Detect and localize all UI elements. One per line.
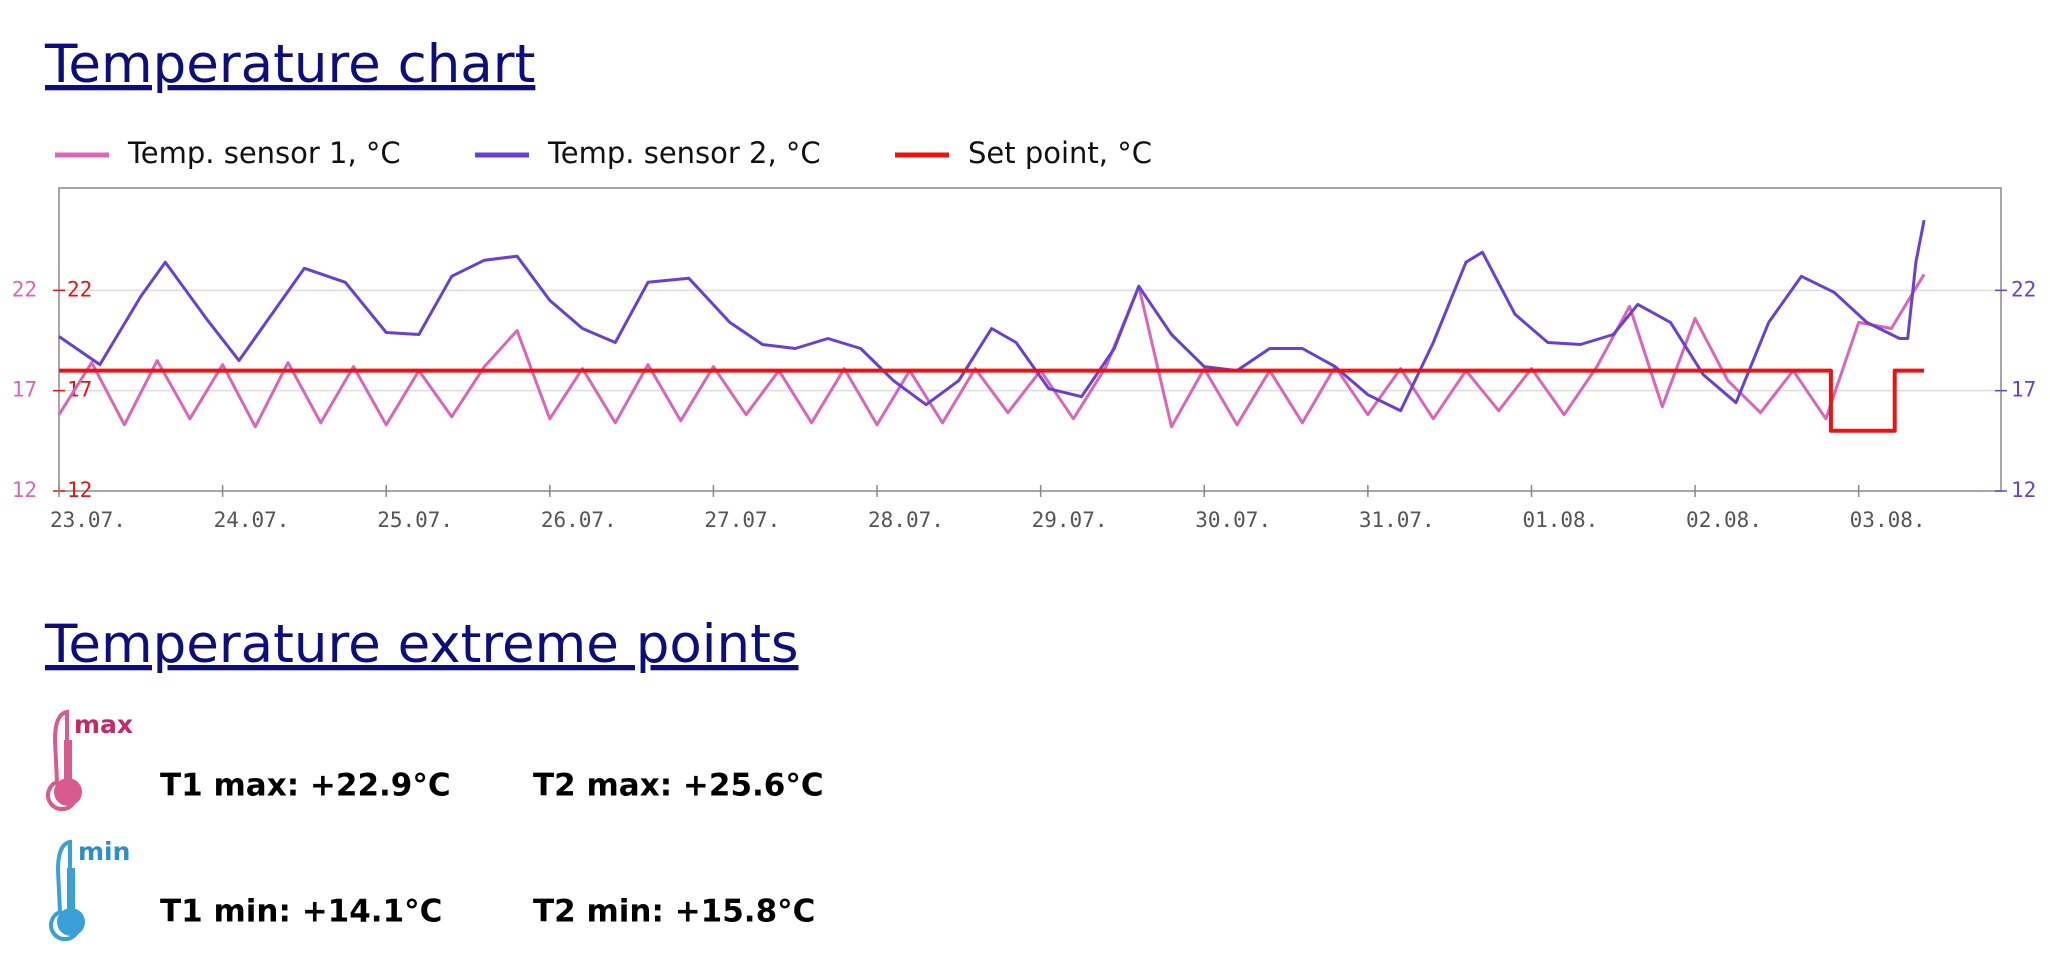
y2-tick-label: 12 xyxy=(2011,478,2036,502)
x-tick-label: 30.07. xyxy=(1195,508,1271,532)
x-tick-label: 03.08. xyxy=(1850,508,1926,532)
x-tick-label: 01.08. xyxy=(1522,508,1598,532)
x-tick-label: 31.07. xyxy=(1359,508,1435,532)
x-tick-label: 02.08. xyxy=(1686,508,1762,532)
y2-tick-label: 17 xyxy=(2011,378,2036,402)
legend-label: Temp. sensor 1, °C xyxy=(127,136,401,170)
series-line xyxy=(57,273,1926,429)
legend-label: Temp. sensor 2, °C xyxy=(547,136,821,170)
y-tick-label: 22 xyxy=(12,277,37,301)
x-tick-label: 27.07. xyxy=(704,508,780,532)
plot-frame xyxy=(58,187,2002,492)
extreme-value: T1 min: +14.1°C xyxy=(160,894,442,930)
extremes-heading: Temperature extreme points xyxy=(44,614,799,675)
min-icon: min xyxy=(49,837,130,941)
y-tick-label: 22 xyxy=(67,277,92,301)
extreme-value: T2 min: +15.8°C xyxy=(533,894,815,930)
max-icon-label: max xyxy=(74,710,133,739)
chart-heading: Temperature chart xyxy=(44,34,535,95)
x-tick-label: 28.07. xyxy=(868,508,944,532)
extreme-value: T1 max: +22.9°C xyxy=(160,768,451,804)
x-tick-label: 29.07. xyxy=(1032,508,1108,532)
extreme-value: T2 max: +25.6°C xyxy=(533,768,824,804)
y-tick-label: 12 xyxy=(67,478,92,502)
y2-tick-label: 22 xyxy=(2011,277,2036,301)
x-tick-label: 23.07. xyxy=(50,508,126,532)
y-tick-label: 12 xyxy=(12,478,37,502)
series-line xyxy=(58,219,1926,413)
series-line xyxy=(59,368,1925,433)
x-tick-label: 26.07. xyxy=(541,508,617,532)
max-icon: max xyxy=(46,709,133,811)
x-tick-label: 24.07. xyxy=(214,508,290,532)
min-icon-label: min xyxy=(78,837,130,866)
legend-label: Set point, °C xyxy=(968,136,1152,170)
x-tick-label: 25.07. xyxy=(377,508,453,532)
y-tick-label: 17 xyxy=(12,378,37,402)
